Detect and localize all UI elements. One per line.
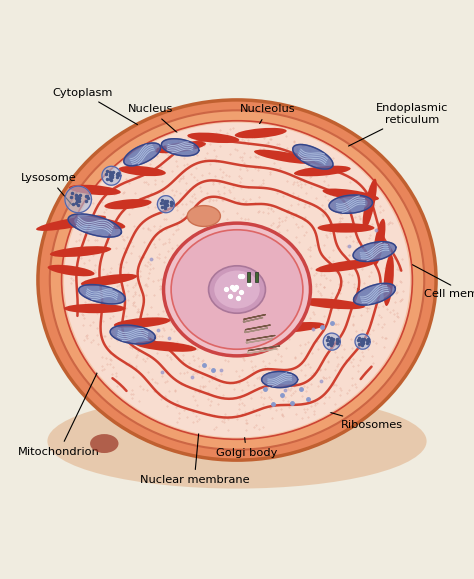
Ellipse shape <box>155 141 206 153</box>
Text: Endoplasmic
reticulum: Endoplasmic reticulum <box>348 103 448 146</box>
Text: Mitochondrion: Mitochondrion <box>18 365 100 457</box>
Polygon shape <box>323 333 340 350</box>
Polygon shape <box>245 325 270 332</box>
Ellipse shape <box>235 128 287 138</box>
Polygon shape <box>355 334 370 349</box>
Ellipse shape <box>90 434 118 453</box>
Polygon shape <box>354 283 395 305</box>
Ellipse shape <box>363 179 377 230</box>
Polygon shape <box>102 166 121 185</box>
Polygon shape <box>262 372 298 387</box>
Ellipse shape <box>316 259 376 272</box>
Polygon shape <box>329 195 373 213</box>
Ellipse shape <box>187 133 239 143</box>
Polygon shape <box>128 146 156 163</box>
Ellipse shape <box>373 219 385 265</box>
Polygon shape <box>266 373 293 386</box>
Polygon shape <box>161 139 199 156</box>
Ellipse shape <box>209 266 265 313</box>
Bar <box>247 272 250 283</box>
Text: Nuclear membrane: Nuclear membrane <box>139 355 249 485</box>
Polygon shape <box>75 217 115 234</box>
Ellipse shape <box>294 166 351 177</box>
Polygon shape <box>293 145 333 169</box>
Ellipse shape <box>62 121 412 439</box>
Ellipse shape <box>36 215 106 231</box>
Ellipse shape <box>114 317 171 328</box>
Ellipse shape <box>38 100 436 460</box>
Ellipse shape <box>47 265 95 276</box>
Polygon shape <box>157 196 174 212</box>
Polygon shape <box>68 214 121 237</box>
Polygon shape <box>358 244 391 259</box>
Ellipse shape <box>50 111 424 450</box>
Polygon shape <box>248 346 280 353</box>
Polygon shape <box>124 143 161 166</box>
Text: Lysosome: Lysosome <box>21 173 77 204</box>
Ellipse shape <box>50 246 111 257</box>
Polygon shape <box>79 284 125 304</box>
Ellipse shape <box>254 150 315 164</box>
Ellipse shape <box>81 274 137 286</box>
Text: Cell membrane: Cell membrane <box>412 265 474 299</box>
Polygon shape <box>298 148 328 166</box>
Polygon shape <box>244 314 265 322</box>
Ellipse shape <box>47 394 427 489</box>
Ellipse shape <box>187 206 220 226</box>
Bar <box>255 272 258 283</box>
Polygon shape <box>84 287 119 302</box>
Ellipse shape <box>214 270 260 309</box>
Polygon shape <box>246 335 275 343</box>
Ellipse shape <box>69 185 121 195</box>
Text: Ribosomes: Ribosomes <box>285 400 403 430</box>
Ellipse shape <box>104 199 152 210</box>
Polygon shape <box>335 197 367 211</box>
Polygon shape <box>353 241 396 262</box>
Ellipse shape <box>383 254 394 306</box>
Text: Cytoplasm: Cytoplasm <box>53 88 137 124</box>
Ellipse shape <box>318 223 374 233</box>
Ellipse shape <box>323 189 379 201</box>
Ellipse shape <box>83 217 125 229</box>
Polygon shape <box>110 325 155 344</box>
Ellipse shape <box>299 298 365 309</box>
Ellipse shape <box>64 123 410 437</box>
Ellipse shape <box>171 230 303 349</box>
Polygon shape <box>65 186 91 212</box>
Text: Nucleolus: Nucleolus <box>240 104 296 157</box>
Ellipse shape <box>164 223 310 356</box>
Text: Golgi body: Golgi body <box>216 356 277 458</box>
Text: Nucleus: Nucleus <box>128 104 195 148</box>
Ellipse shape <box>64 304 126 313</box>
Ellipse shape <box>263 322 325 333</box>
Polygon shape <box>359 286 390 302</box>
Polygon shape <box>166 141 194 154</box>
Polygon shape <box>116 328 150 342</box>
Ellipse shape <box>118 166 166 176</box>
Ellipse shape <box>135 341 197 352</box>
